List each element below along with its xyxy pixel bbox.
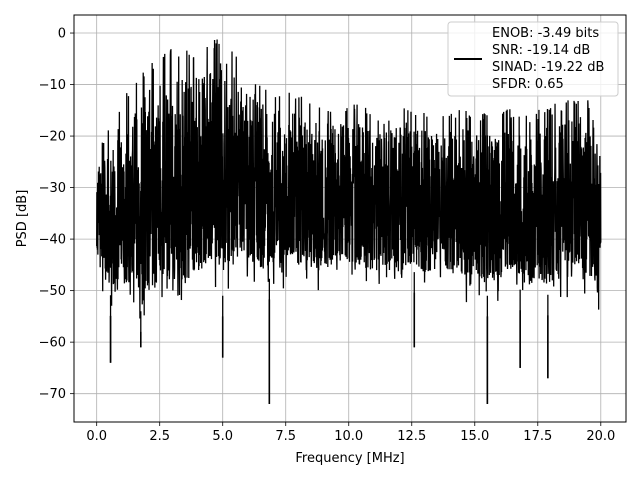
data-series [96,39,602,404]
x-tick-label: 17.5 [523,429,552,444]
y-tick-label: 0 [58,27,66,42]
x-axis-label: Frequency [MHz] [295,451,404,466]
x-tick-label: 7.5 [275,429,296,444]
legend-box [447,21,619,97]
y-tick-label: −30 [39,181,66,196]
y-axis-ticks: 0 −10 −20 −30 −40 −50 −60 −70 [39,27,74,402]
y-tick-label: −40 [39,233,66,248]
x-tick-label: 2.5 [149,429,170,444]
legend-entry-line: SNR: -19.14 dB [492,43,590,58]
x-tick-label: 10.0 [334,429,363,444]
x-tick-label: 5.0 [212,429,233,444]
y-tick-label: −70 [39,387,66,402]
legend-entry-line: SFDR: 0.65 [492,77,564,92]
y-axis-label: PSD [dB] [15,190,30,248]
y-tick-label: −20 [39,130,66,145]
plot-frame [73,14,627,423]
y-tick-label: −60 [39,336,66,351]
x-tick-label: 20.0 [586,429,615,444]
x-tick-label: 0.0 [86,429,107,444]
x-tick-label: 12.5 [397,429,426,444]
legend: ENOB: -3.49 bits SNR: -19.14 dB SINAD: -19… [447,21,619,97]
legend-entry-line: SINAD: -19.22 dB [492,60,604,75]
y-tick-label: −10 [39,78,66,93]
legend-entry-line: ENOB: -3.49 bits [492,26,599,41]
x-axis-ticks: 0.0 2.5 5.0 7.5 10.0 12.5 15.0 17.5 20.0 [86,422,615,444]
x-tick-label: 15.0 [460,429,489,444]
y-tick-label: −50 [39,284,66,299]
